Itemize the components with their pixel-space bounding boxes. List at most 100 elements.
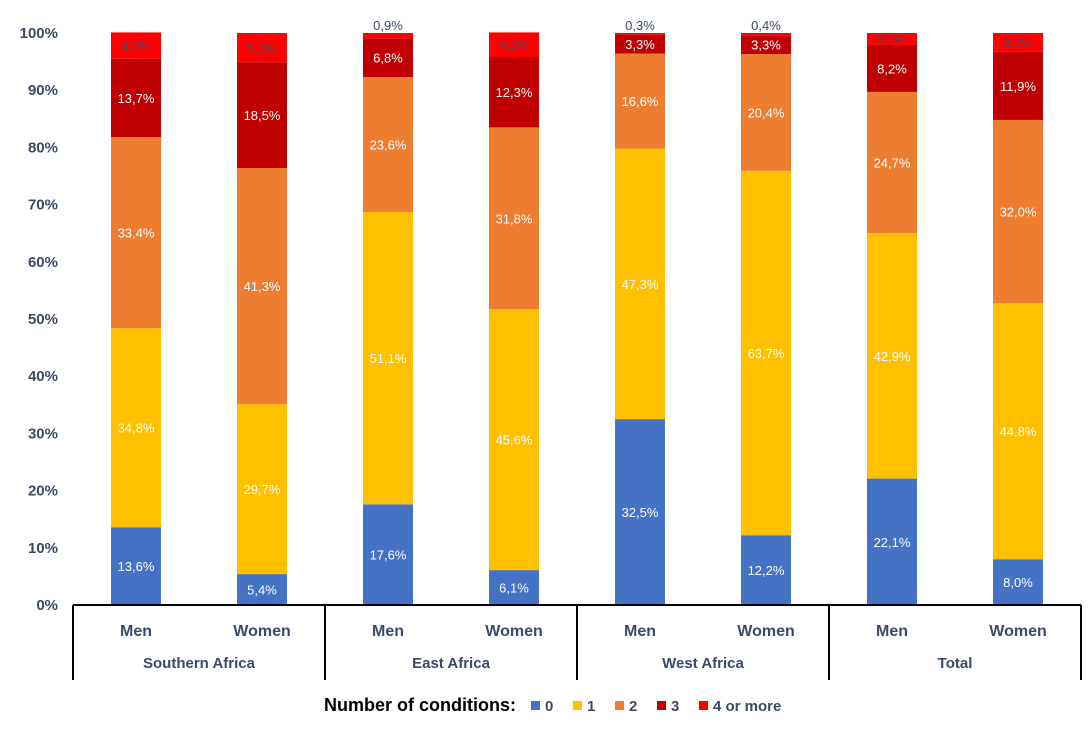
legend-item: 3 — [657, 698, 679, 715]
y-tick-label: 70% — [28, 197, 58, 214]
data-label: 42,9% — [874, 349, 911, 364]
legend-swatch — [615, 701, 624, 710]
data-label: 13,7% — [118, 91, 155, 106]
data-label: 22,1% — [874, 535, 911, 550]
data-label: 47,3% — [622, 277, 659, 292]
x-group-label: West Africa — [662, 655, 744, 672]
legend-item: 0 — [531, 698, 553, 715]
legend-swatch — [699, 701, 708, 710]
x-category-label: Women — [485, 623, 542, 640]
legend-swatch — [657, 701, 666, 710]
bar-stack: 13,6% 34,8% 33,4% 13,7% 4,6% — [111, 32, 161, 605]
bar-segment-4-or-more — [993, 33, 1043, 52]
x-group-label: Southern Africa — [143, 655, 256, 672]
data-label: 6,1% — [499, 581, 529, 596]
data-label: 32,5% — [622, 505, 659, 520]
data-label: 45,6% — [496, 433, 533, 448]
data-label: 24,7% — [874, 156, 911, 171]
data-label: 18,5% — [244, 108, 281, 123]
x-category-label: Men — [120, 623, 152, 640]
y-tick-label: 50% — [28, 311, 58, 328]
x-axis: Men Women Men Women Men Women Men Women Southern… — [72, 604, 1082, 680]
data-label: 13,6% — [118, 559, 155, 574]
data-label: 8,0% — [1003, 575, 1033, 590]
x-category-label: Men — [624, 623, 656, 640]
data-label: 17,6% — [370, 548, 407, 563]
legend-swatch — [531, 701, 540, 710]
x-category-label: Women — [989, 623, 1046, 640]
bar-segment-1 — [363, 212, 413, 505]
bar-segment-3 — [111, 58, 161, 138]
x-group-label: Total — [938, 655, 973, 672]
x-category-label: Women — [737, 623, 794, 640]
data-label: 2,1% — [877, 32, 907, 47]
legend-label: 3 — [671, 698, 679, 715]
data-label: 41,3% — [244, 279, 281, 294]
legend-item: 4 or more — [699, 698, 781, 715]
bar-segment-3 — [237, 62, 287, 168]
legend-label: 0 — [545, 698, 553, 715]
data-label: 11,9% — [1000, 79, 1036, 94]
data-label: 0,9% — [373, 18, 403, 33]
bar-segment-4-or-more — [363, 33, 413, 39]
legend-swatch — [573, 701, 582, 710]
y-tick-label: 80% — [28, 139, 58, 156]
bar-segment-0 — [867, 478, 917, 605]
bar-stack: 6,1% 45,6% 31,8% 12,3% 4,3% — [489, 32, 539, 605]
data-label: 12,2% — [748, 563, 785, 578]
data-label: 20,4% — [748, 106, 785, 121]
y-tick-label: 0% — [36, 597, 58, 614]
bar-segment-3 — [489, 57, 539, 128]
y-tick-label: 20% — [28, 483, 58, 500]
bar-segment-2 — [363, 77, 413, 213]
data-label: 63,7% — [748, 346, 785, 361]
data-label: 3,3% — [625, 37, 655, 52]
legend-title: Number of conditions: — [324, 695, 516, 715]
bar-segment-2 — [615, 53, 665, 149]
data-label: 31,8% — [496, 211, 533, 226]
bar-segment-4-or-more — [867, 33, 917, 46]
bar-stack: 17,6% 51,1% 23,6% 6,8% 0,9% — [363, 18, 413, 605]
data-label: 33,4% — [118, 226, 155, 241]
data-label: 6,8% — [373, 51, 403, 66]
bar-segment-2 — [237, 167, 287, 405]
data-label: 51,1% — [370, 351, 407, 366]
bar-segment-3 — [867, 45, 917, 92]
bar-segment-3 — [615, 34, 665, 54]
data-label: 5,1% — [247, 41, 277, 56]
bar-segment-4-or-more — [615, 33, 665, 35]
data-label: 32,0% — [1000, 204, 1037, 219]
legend-item: 2 — [615, 698, 637, 715]
x-category-label: Women — [233, 623, 290, 640]
bars: 13,6% 34,8% 33,4% 13,7% 4,6% 5,4% 29,7% 41,3% 18… — [111, 18, 1043, 605]
bar-segment-2 — [993, 119, 1043, 303]
y-tick-label: 100% — [20, 25, 58, 42]
bar-segment-1 — [237, 404, 287, 575]
bar-segment-1 — [867, 233, 917, 479]
y-tick-label: 10% — [28, 540, 58, 557]
legend-item: 1 — [573, 698, 595, 715]
x-group-label: East Africa — [412, 655, 490, 672]
bar-stack: 12,2% 63,7% 20,4% 3,3% 0,4% — [741, 18, 791, 605]
data-label: 34,8% — [118, 421, 155, 436]
legend-label: 4 or more — [713, 698, 781, 715]
legend-label: 2 — [629, 698, 637, 715]
bar-segment-1 — [993, 302, 1043, 560]
bar-segment-4-or-more — [741, 33, 791, 36]
bar-segment-0 — [111, 527, 161, 605]
bar-stack: 8,0% 44,8% 32,0% 11,9% 3,3% — [993, 33, 1043, 605]
data-label: 29,7% — [244, 482, 281, 497]
x-category-label: Men — [372, 623, 404, 640]
y-tick-label: 90% — [28, 82, 58, 99]
data-label: 3,3% — [1003, 35, 1033, 50]
y-tick-label: 60% — [28, 254, 58, 271]
bar-stack: 32,5% 47,3% 16,6% 3,3% 0,3% — [615, 18, 665, 605]
bar-stack: 22,1% 42,9% 24,7% 8,2% 2,1% — [867, 32, 917, 605]
data-label: 4,6% — [121, 39, 151, 54]
bar-segment-0 — [993, 559, 1043, 605]
data-label: 3,3% — [751, 38, 781, 53]
y-tick-label: 40% — [28, 368, 58, 385]
bar-segment-0 — [615, 419, 665, 605]
bar-segment-3 — [993, 51, 1043, 120]
